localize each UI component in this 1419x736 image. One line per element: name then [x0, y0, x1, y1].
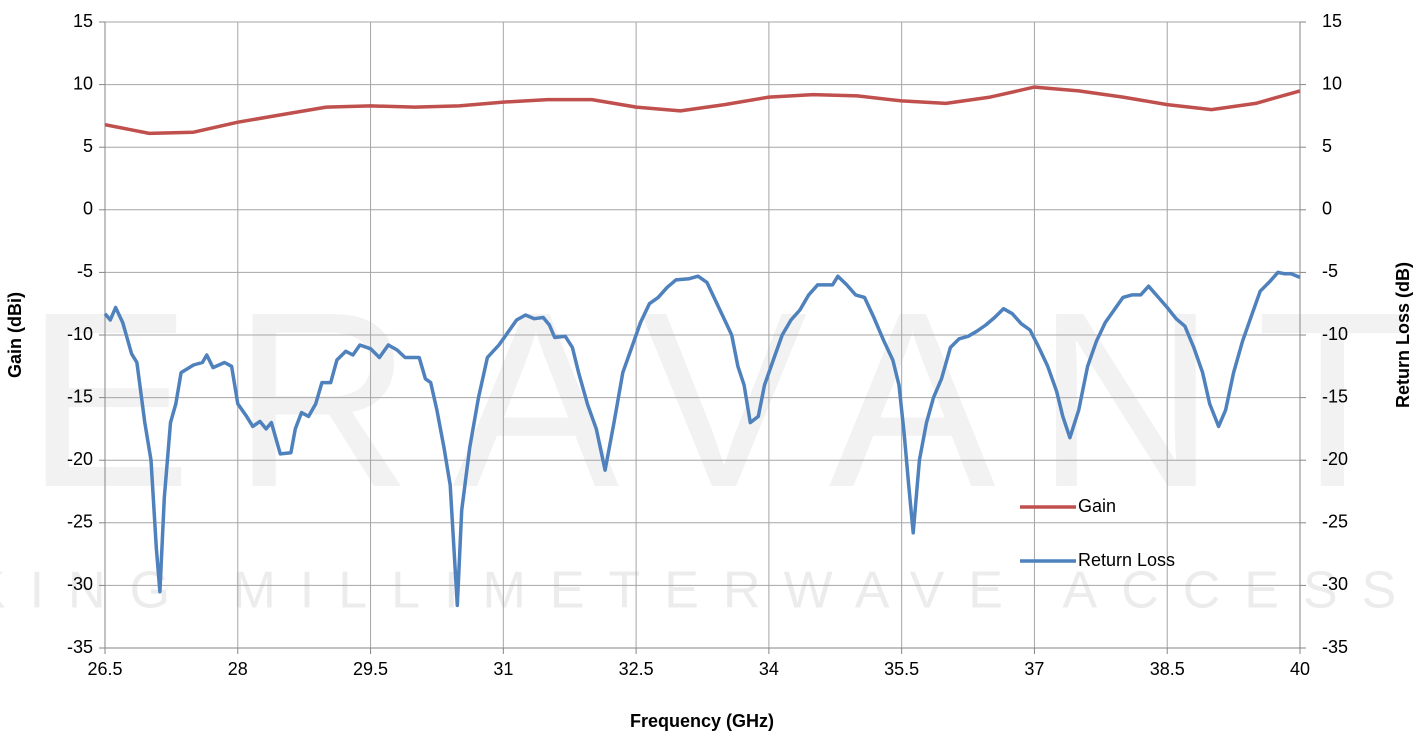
y2-tick-label: -5 [1322, 261, 1338, 281]
y2-tick-label: -25 [1322, 512, 1348, 532]
x-tick-label: 38.5 [1150, 659, 1185, 679]
series-line [104, 85, 1301, 136]
y2-tick-label: -30 [1322, 574, 1348, 594]
x-tick-label: 29.5 [353, 659, 388, 679]
x-tick-label: 32.5 [619, 659, 654, 679]
x-tick-label: 40 [1290, 659, 1310, 679]
x-tick-label: 28 [228, 659, 248, 679]
y-tick-label: 10 [73, 73, 93, 93]
x-tick-label: 26.5 [87, 659, 122, 679]
legend-label: Gain [1078, 496, 1116, 516]
y2-tick-label: -35 [1322, 637, 1348, 657]
y-tick-label: -5 [77, 261, 93, 281]
y2-tick-label: -10 [1322, 324, 1348, 344]
y2-axis-title: Return Loss (dB) [1393, 262, 1413, 408]
legend-label: Return Loss [1078, 550, 1175, 570]
y2-tick-label: -15 [1322, 386, 1348, 406]
y-tick-label: -10 [67, 324, 93, 344]
y-tick-label: -35 [67, 637, 93, 657]
x-tick-label: 34 [759, 659, 779, 679]
y-tick-label: -30 [67, 574, 93, 594]
y-tick-label: 15 [73, 11, 93, 31]
y2-tick-label: 10 [1322, 73, 1342, 93]
y-tick-label: -25 [67, 512, 93, 532]
x-axis-title: Frequency (GHz) [630, 711, 774, 731]
y-tick-label: -20 [67, 449, 93, 469]
y2-tick-label: 0 [1322, 199, 1332, 219]
y-tick-label: -15 [67, 386, 93, 406]
watermark-slogan: MAKING MILLIMETERWAVE ACCESSIBLE [0, 562, 1419, 620]
x-tick-label: 35.5 [884, 659, 919, 679]
y2-tick-label: 15 [1322, 11, 1342, 31]
y2-tick-label: 5 [1322, 136, 1332, 156]
series-line [103, 270, 1301, 608]
y-tick-label: 5 [83, 136, 93, 156]
y2-tick-label: -20 [1322, 449, 1348, 469]
y-tick-label: 0 [83, 199, 93, 219]
x-tick-label: 31 [493, 659, 513, 679]
x-tick-label: 37 [1024, 659, 1044, 679]
y-axis-title: Gain (dBi) [5, 292, 25, 378]
